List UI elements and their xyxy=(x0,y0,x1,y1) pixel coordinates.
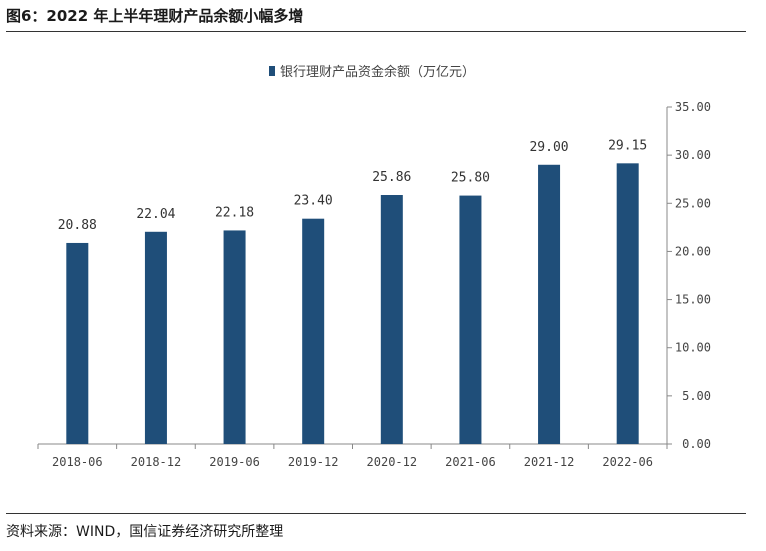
y-tick-label: 5.00 xyxy=(682,389,711,403)
bar-2019-12 xyxy=(302,218,325,444)
legend-swatch xyxy=(269,66,275,76)
data-label: 25.80 xyxy=(451,171,490,186)
y-axis: 0.00 5.00 10.00 15.00 20.00 25.00 30.00 35.00 xyxy=(666,100,711,451)
bar-2018-06 xyxy=(66,242,89,444)
bar-2021-06 xyxy=(459,195,482,444)
bars xyxy=(66,163,639,444)
bar-2022-06 xyxy=(616,163,639,444)
data-label: 29.15 xyxy=(608,138,647,153)
x-tick-label: 2022-06 xyxy=(602,455,653,469)
legend-entry: 银行理财产品资金余额（万亿元） xyxy=(280,64,475,80)
y-tick-label: 25.00 xyxy=(675,196,711,210)
y-tick-label: 15.00 xyxy=(675,293,711,307)
bottom-rule xyxy=(6,513,746,514)
bar-2021-12 xyxy=(538,164,561,444)
x-tick-label: 2019-12 xyxy=(288,455,339,469)
x-tick-label: 2021-12 xyxy=(524,455,575,469)
data-label: 20.88 xyxy=(58,218,97,233)
bar-2018-12 xyxy=(144,231,167,444)
x-tick-label: 2018-06 xyxy=(52,455,103,469)
data-labels: 20.88 22.04 22.18 23.40 25.86 25.80 29.00 29.15 xyxy=(58,138,648,233)
data-label: 22.04 xyxy=(136,207,175,222)
legend: 银行理财产品资金余额（万亿元） xyxy=(269,64,475,80)
data-label: 25.86 xyxy=(372,170,411,185)
top-rule xyxy=(6,31,746,32)
y-tick-label: 35.00 xyxy=(675,100,711,114)
data-label: 23.40 xyxy=(294,194,333,209)
bar-2019-06 xyxy=(223,230,246,444)
figure-title: 图6：2022 年上半年理财产品余额小幅多增 xyxy=(6,7,304,25)
data-label: 22.18 xyxy=(215,205,254,220)
source-note: 资料来源：WIND，国信证券经济研究所整理 xyxy=(6,524,284,540)
y-tick-label: 30.00 xyxy=(675,148,711,162)
x-tick-label: 2019-06 xyxy=(209,455,260,469)
x-tick-label: 2021-06 xyxy=(445,455,496,469)
bar-2020-12 xyxy=(380,195,403,444)
y-tick-label: 10.00 xyxy=(675,341,711,355)
data-label: 29.00 xyxy=(529,140,568,155)
x-axis: 2018-06 2018-12 2019-06 2019-12 2020-12 2021-… xyxy=(37,443,668,469)
x-tick-label: 2020-12 xyxy=(367,455,418,469)
y-tick-label: 0.00 xyxy=(682,437,711,451)
y-tick-label: 20.00 xyxy=(675,244,711,258)
x-tick-label: 2018-12 xyxy=(131,455,182,469)
